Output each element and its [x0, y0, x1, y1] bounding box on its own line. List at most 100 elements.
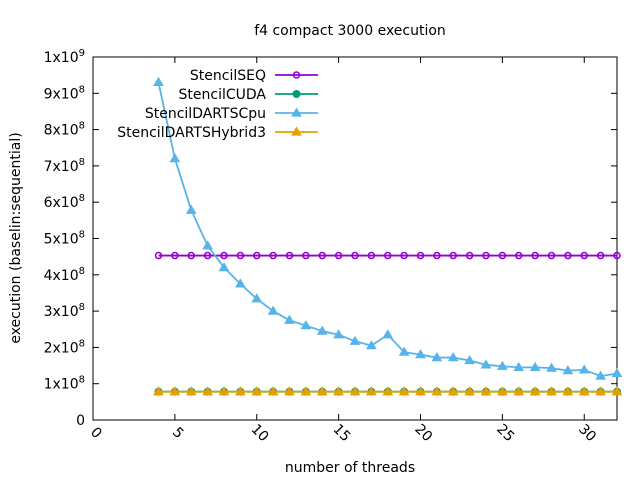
data-point: [154, 251, 163, 260]
data-point: [529, 361, 541, 372]
data-point: [546, 362, 557, 372]
data-point: [169, 386, 181, 396]
data-point: [382, 329, 394, 339]
data-point: [235, 278, 246, 288]
data-point: [547, 251, 556, 260]
data-point: [302, 251, 310, 260]
legend-label: StencilSEQ: [190, 68, 266, 84]
data-point: [366, 340, 377, 350]
legend-swatch-marker: [291, 107, 302, 117]
data-point: [578, 386, 590, 396]
data-point: [349, 335, 361, 345]
data-point: [218, 262, 230, 272]
data-point: [366, 386, 377, 396]
data-point: [185, 204, 197, 214]
data-point: [400, 251, 408, 260]
data-point: [333, 329, 344, 339]
data-point: [613, 251, 621, 260]
data-point: [333, 386, 344, 396]
data-point: [580, 251, 588, 260]
data-point: [284, 386, 295, 396]
data-point: [185, 386, 197, 396]
data-point: [267, 305, 279, 315]
chart-title: f4 compact 3000 execution: [254, 23, 446, 39]
x-tick-label: 30: [575, 421, 599, 445]
data-point: [384, 251, 392, 260]
data-point: [564, 251, 572, 260]
data-point: [578, 364, 590, 374]
legend-swatch-marker: [292, 71, 301, 79]
data-point: [171, 251, 179, 260]
data-point: [464, 354, 475, 365]
data-point: [203, 251, 212, 260]
data-point: [269, 251, 277, 260]
data-point: [251, 293, 263, 303]
series-StencilSEQ: [154, 251, 621, 260]
data-point: [235, 386, 246, 396]
y-tick-label: 0: [76, 413, 85, 429]
data-point: [318, 251, 326, 260]
data-point: [251, 386, 263, 396]
legend: StencilSEQ StencilCUDA StencilDARTSCpu Sten…: [117, 68, 318, 141]
x-tick-label: 5: [169, 424, 187, 442]
data-point: [431, 386, 443, 396]
data-point: [497, 360, 508, 370]
data-point: [449, 251, 457, 260]
data-point: [300, 386, 312, 396]
y-axis-ticks: 0 1x108 2x108 3x108 4x108 5x108 6x108 7x108 8x10…: [44, 48, 617, 429]
data-point: [531, 251, 539, 260]
data-point: [595, 370, 606, 380]
y-axis-label: execution (baselin:sequential): [8, 132, 24, 343]
data-point: [202, 240, 213, 250]
data-point: [218, 386, 230, 396]
data-point: [382, 386, 394, 396]
data-point: [300, 320, 312, 330]
y-tick-label: 6x108: [44, 193, 85, 211]
data-point: [562, 386, 574, 396]
x-tick-label: 20: [411, 421, 435, 445]
data-point: [187, 251, 195, 260]
data-point: [611, 386, 623, 396]
data-point: [497, 386, 508, 396]
data-point: [433, 251, 441, 260]
data-point: [464, 386, 475, 396]
data-point: [153, 386, 164, 396]
data-point: [253, 251, 261, 260]
y-tick-label: 1x108: [44, 375, 85, 393]
data-point: [546, 386, 557, 396]
y-tick-label: 7x108: [44, 157, 85, 175]
data-point: [415, 349, 426, 359]
y-tick-label: 9x108: [44, 84, 85, 102]
data-point: [480, 386, 492, 396]
series-StencilDARTSHybrid3: [153, 386, 623, 396]
data-point: [513, 386, 525, 396]
data-point: [351, 251, 359, 260]
x-tick-label: 15: [329, 421, 353, 445]
legend-label: StencilDARTSCpu: [145, 106, 266, 122]
x-tick-label: 25: [493, 421, 517, 445]
data-point: [398, 386, 410, 396]
data-point: [316, 325, 328, 335]
x-tick-label: 0: [87, 424, 105, 442]
data-point: [267, 386, 279, 396]
legend-label: StencilCUDA: [179, 87, 267, 103]
x-axis-label: number of threads: [285, 460, 415, 476]
data-point: [595, 386, 606, 396]
data-point: [431, 352, 443, 362]
data-point: [513, 361, 525, 372]
data-point: [529, 386, 541, 396]
data-point: [447, 386, 459, 396]
y-tick-label: 4x108: [44, 266, 85, 284]
data-point: [415, 386, 426, 396]
data-point: [596, 251, 605, 260]
data-point: [285, 251, 294, 260]
data-point: [447, 352, 459, 362]
y-tick-label: 1x109: [44, 48, 85, 66]
y-tick-label: 3x108: [44, 302, 85, 320]
data-point: [349, 386, 361, 396]
data-point: [284, 314, 295, 324]
data-point: [153, 76, 164, 87]
legend-swatch-marker: [292, 90, 301, 98]
x-tick-label: 10: [248, 421, 272, 445]
